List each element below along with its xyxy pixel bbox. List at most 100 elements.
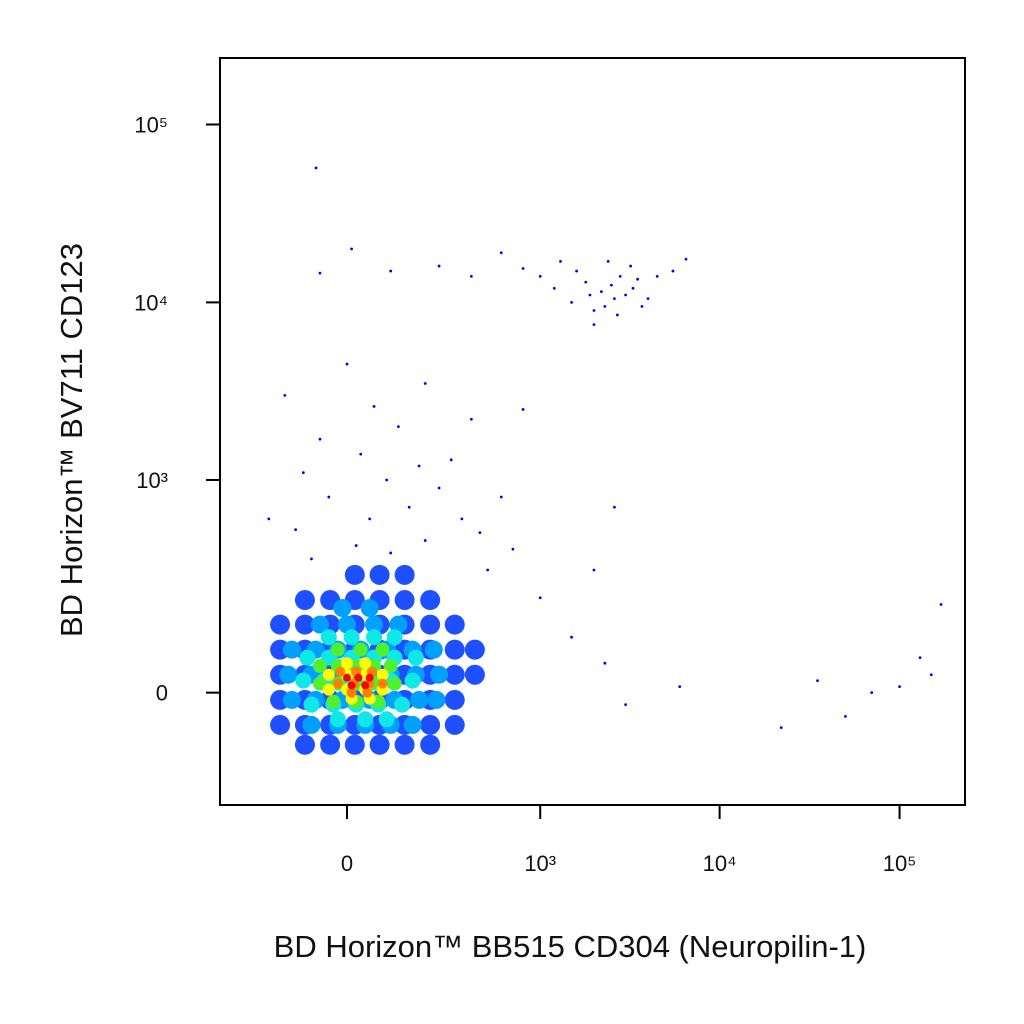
data-point <box>570 635 574 639</box>
plot-marks <box>267 166 943 755</box>
data-point <box>592 568 596 572</box>
data-point <box>353 642 368 657</box>
data-point <box>599 290 603 293</box>
data-point <box>270 714 291 735</box>
data-point <box>444 714 465 735</box>
data-point <box>294 528 298 532</box>
data-point <box>613 505 616 509</box>
data-point <box>394 696 411 713</box>
data-point <box>385 478 389 482</box>
data-point <box>678 685 682 689</box>
data-point <box>918 656 922 660</box>
x-tick-label: 10⁵ <box>883 851 917 876</box>
data-point <box>843 715 847 718</box>
data-point <box>640 304 644 308</box>
data-point <box>570 300 574 304</box>
data-point <box>396 425 400 429</box>
data-point <box>361 681 370 690</box>
data-point <box>464 639 485 660</box>
data-point <box>283 393 287 397</box>
data-point <box>394 734 415 755</box>
data-point <box>618 274 622 278</box>
data-point <box>389 615 408 634</box>
data-point <box>343 673 352 682</box>
data-point <box>365 673 374 682</box>
data-point <box>403 715 422 734</box>
data-point <box>423 382 427 385</box>
data-point <box>310 557 313 561</box>
data-point <box>592 309 596 312</box>
data-point <box>322 683 335 696</box>
data-point <box>449 458 453 462</box>
data-point <box>592 323 596 327</box>
data-point <box>423 539 427 542</box>
data-point <box>410 690 429 709</box>
data-point <box>345 362 349 366</box>
data-point <box>360 599 379 618</box>
data-point <box>816 679 819 683</box>
x-axis-title: BD Horizon™ BB515 CD304 (Neuropilin-1) <box>274 929 867 964</box>
data-point <box>366 629 383 646</box>
x-tick-label: 0 <box>341 851 353 876</box>
data-point <box>870 691 874 695</box>
data-point <box>329 711 346 728</box>
data-point <box>584 280 588 284</box>
y-tick-label: 0 <box>156 681 168 706</box>
data-point <box>377 678 388 689</box>
data-point <box>898 685 901 689</box>
y-tick-label: 10⁴ <box>134 290 168 315</box>
data-point <box>407 505 411 509</box>
data-point <box>624 293 627 297</box>
data-point <box>407 649 424 666</box>
data-point <box>282 690 301 709</box>
data-point <box>326 694 341 709</box>
data-point <box>299 649 316 666</box>
data-point <box>378 711 395 728</box>
data-point <box>603 304 607 308</box>
data-point <box>327 495 331 499</box>
data-point <box>444 664 465 685</box>
data-point <box>301 471 305 475</box>
data-point <box>655 274 659 278</box>
plot-frame <box>219 57 966 806</box>
data-point <box>279 665 298 684</box>
data-point <box>486 568 490 572</box>
data-point <box>636 277 640 281</box>
data-point <box>375 642 390 657</box>
data-point <box>338 615 357 634</box>
data-point <box>559 259 562 263</box>
data-point <box>464 664 485 685</box>
data-point <box>346 687 357 698</box>
data-point <box>341 657 354 670</box>
data-point <box>303 696 320 713</box>
data-point <box>521 267 525 270</box>
data-point <box>424 640 443 659</box>
data-point <box>359 657 372 670</box>
data-point <box>538 596 542 600</box>
data-point <box>389 551 393 555</box>
data-point <box>302 715 321 734</box>
data-point <box>779 726 783 730</box>
data-point <box>312 659 327 674</box>
data-point <box>347 681 356 690</box>
data-point <box>437 486 441 490</box>
data-point <box>322 668 335 681</box>
data-point <box>320 734 341 755</box>
data-point <box>575 269 579 273</box>
data-point <box>394 590 415 611</box>
data-point <box>646 297 650 301</box>
data-point <box>469 417 473 421</box>
data-point <box>499 251 503 255</box>
data-point <box>368 517 372 521</box>
data-point <box>330 642 345 657</box>
x-tick-label: 10³ <box>524 851 556 876</box>
data-point <box>420 714 441 735</box>
data-point <box>333 599 352 618</box>
data-point <box>404 672 421 689</box>
data-point <box>615 313 619 317</box>
data-point <box>511 547 515 551</box>
data-point <box>521 408 525 411</box>
data-point <box>369 734 390 755</box>
data-point <box>684 257 688 261</box>
